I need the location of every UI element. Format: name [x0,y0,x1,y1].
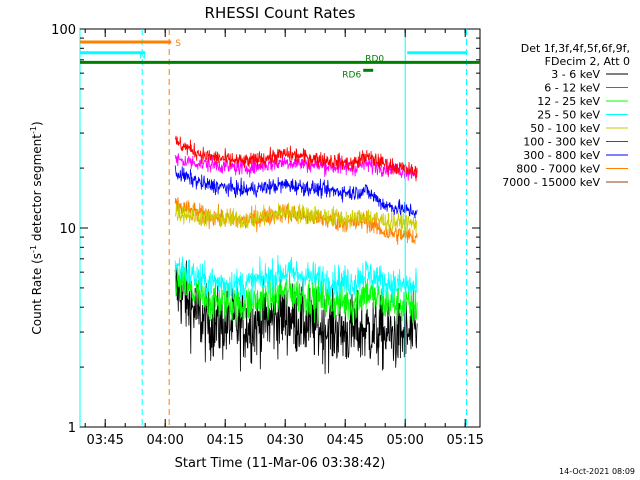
x-axis-label: Start Time (11-Mar-06 03:38:42) [175,456,386,471]
legend-header: Det 1f,3f,4f,5f,6f,9f, [521,42,630,55]
legend-label: 7000 - 15000 keV [502,176,600,189]
series-line [174,135,418,182]
legend-label: 12 - 25 keV [537,95,600,108]
legend-label: 6 - 12 keV [544,82,600,95]
chart-title: RHESSI Count Rates [205,4,356,22]
series-line [174,255,418,304]
series-line [174,265,418,328]
flag-label: N [139,52,146,62]
legend-label: 25 - 50 keV [537,109,600,122]
series-line [174,202,418,238]
series-line [174,260,418,375]
axes: 03:45 04:00 04:15 04:30 04:45 05:00 05:15 1 10 10… [51,23,484,448]
legend-label: 800 - 7000 keV [516,163,600,176]
legend-label: 300 - 800 keV [523,149,600,162]
series-line [174,165,418,219]
legend-label: 3 - 6 keV [551,68,600,81]
series-layer [174,135,418,375]
y-tick-label: 100 [51,23,76,38]
flag-bars: S N RD0 RD6 [80,39,480,80]
footer-date: 14-Oct-2021 08:09 [559,467,635,476]
plot-frame [79,28,481,428]
y-tick-label: 10 [59,222,76,237]
x-tick-label: 05:00 [386,433,423,448]
y-tick-label: 1 [68,421,76,436]
x-tick-label: 04:15 [206,433,243,448]
x-tick-label: 04:00 [146,433,183,448]
legend-label: 50 - 100 keV [530,122,600,135]
legend-label: 100 - 300 keV [523,136,600,149]
flag-label: RD0 [365,54,384,64]
flag-label: S [175,39,181,49]
x-tick-label: 03:45 [86,433,123,448]
time-markers [79,29,468,427]
series-line [174,197,418,245]
y-axis-label: Count Rate (s-1 detector segment-1) [29,121,44,334]
flag-label: RD6 [342,70,361,80]
x-tick-label: 04:30 [266,433,303,448]
legend: Det 1f,3f,4f,5f,6f,9f,FDecim 2, Att 03 -… [502,42,630,189]
x-tick-label: 04:45 [326,433,363,448]
x-tick-label: 05:15 [446,433,483,448]
legend-header: FDecim 2, Att 0 [545,55,630,68]
